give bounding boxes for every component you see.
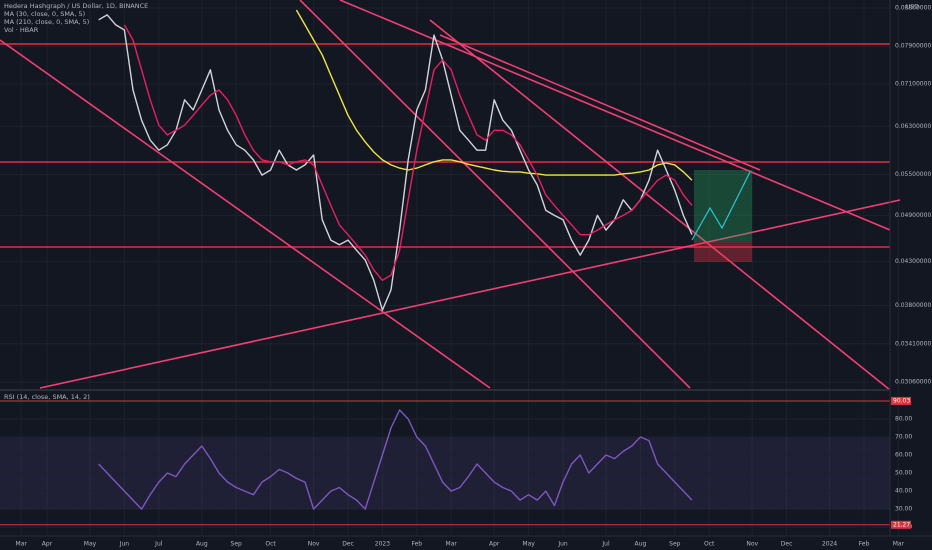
y-tick-label: 0.03800000 [895, 302, 931, 309]
y-tick-label: 0.04900000 [895, 212, 931, 219]
x-tick-label: Feb [411, 541, 422, 548]
trend-line [299, 0, 691, 389]
rsi-level-badge [891, 396, 911, 405]
long-stop-zone [694, 242, 752, 262]
x-tick-label: Aug [196, 541, 208, 548]
x-tick-label: Jul [601, 541, 610, 548]
series-line [123, 24, 693, 281]
legend-title: Hedera Hashgraph / US Dollar, 1D, BINANC… [4, 2, 148, 10]
x-tick-label: Apr [42, 541, 53, 548]
projection-path [691, 171, 751, 241]
series-line [98, 409, 693, 510]
x-tick-label: Nov [308, 541, 320, 548]
currency: USD [906, 4, 919, 11]
y-tick-label: 70.00 [895, 434, 912, 441]
x-tick-label: Sep [669, 541, 681, 548]
legend-volume: Vol · HBAR [4, 26, 39, 34]
trend-line [339, 0, 891, 231]
x-tick-label: 2024 [822, 541, 837, 548]
x-tick-label: Mar [893, 541, 905, 548]
x-tick-label: Apr [489, 541, 500, 548]
trend-line [0, 39, 491, 389]
y-tick-label: 0.03410000 [895, 340, 931, 347]
long-target-zone [694, 170, 752, 242]
x-tick-label: Jul [154, 541, 163, 548]
rsi-level-label: 90.03 [893, 397, 910, 404]
trend-line [429, 19, 891, 391]
x-tick-label: Oct [265, 541, 276, 548]
y-tick-label: 30.00 [895, 506, 912, 513]
x-tick-label: Dec [781, 541, 793, 548]
x-tick-label: Dec [342, 541, 354, 548]
series-line [98, 14, 693, 311]
x-tick-label: Nov [746, 541, 758, 548]
y-tick-label: 0.08800000 [895, 4, 931, 11]
x-tick-label: 2023 [375, 541, 390, 548]
x-tick-label: Oct [704, 541, 715, 548]
x-tick-label: Jun [557, 541, 568, 548]
x-tick-label: May [522, 541, 535, 548]
x-tick-label: May [84, 541, 97, 548]
trend-line [39, 199, 901, 389]
y-tick-label: 0.05500000 [895, 171, 931, 178]
x-tick-label: Sep [231, 541, 243, 548]
series-line [295, 9, 693, 181]
y-tick-label: 0.07900000 [895, 43, 931, 50]
x-tick-label: Jun [119, 541, 130, 548]
y-tick-label: 0.07100000 [895, 81, 931, 88]
y-tick-label: 0.04300000 [895, 258, 931, 265]
pane-divider [0, 389, 890, 391]
legend-ma30: MA (30, close, 0, SMA, 5) [4, 10, 85, 18]
y-tick-label: 60.00 [895, 452, 912, 459]
x-tick-label: Mar [446, 541, 458, 548]
legend-rsi: RSI (14, close, SMA, 14, 2) [4, 393, 90, 401]
plot [0, 9, 890, 526]
y-tick-label: 0.03060000 [895, 379, 931, 386]
x-tick-label: Feb [859, 541, 870, 548]
y-tick-label: 80.00 [895, 416, 912, 423]
rsi-level-badge [891, 520, 911, 529]
rsi-level-label: 21.27 [893, 521, 910, 528]
y-tick-label: 40.00 [895, 488, 912, 495]
x-tick-label: Mar [16, 541, 28, 548]
y-tick-label: 50.00 [895, 470, 912, 477]
drawings [0, 0, 901, 391]
x-tick-label: Aug [635, 541, 647, 548]
trend-line [439, 34, 761, 171]
y-tick-label: 0.06300000 [895, 123, 931, 130]
legend-ma210: MA (210, close, 0, SMA, 5) [4, 18, 89, 26]
